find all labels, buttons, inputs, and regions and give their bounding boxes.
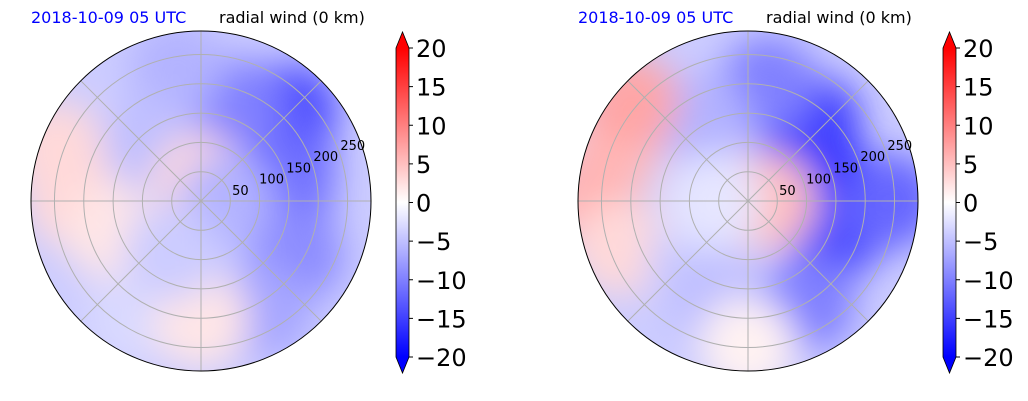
grid-spoke <box>200 200 322 322</box>
colorbar-tick-label: 20 <box>963 35 994 63</box>
colorbar-extend-min <box>396 357 409 373</box>
colorbar-tick-label: −20 <box>963 344 1014 372</box>
colorbar-tick-label: −5 <box>416 228 451 256</box>
colorbar-body <box>396 48 409 357</box>
colorbar-tick-label: 15 <box>963 74 994 102</box>
ring-label: 100 <box>259 173 284 188</box>
plot-boundary <box>577 30 919 372</box>
colorbar-tick-label: 15 <box>416 74 447 102</box>
colorbar-extend-max <box>943 32 956 48</box>
colorbar-body <box>943 48 956 357</box>
date-label-right: 2018-10-09 05 UTC <box>578 8 734 27</box>
polar-grid <box>31 31 371 371</box>
left-panel: 50 100 150 200 250 −20 −15 −10 −5 0 5 10 15 20 2018-1… <box>30 8 467 375</box>
right-panel: 50 100 150 200 250 −20 −15 −10 −5 0 5 10 15 20 2018-1… <box>547 0 1028 401</box>
ring-label: 50 <box>779 184 796 199</box>
field-blob <box>123 204 220 301</box>
colorbar-tick-label: −15 <box>963 305 1014 333</box>
chart-title-right: radial wind (0 km) <box>766 8 912 27</box>
ring-label: 250 <box>340 139 365 154</box>
colorbar-tick-label: −20 <box>416 344 467 372</box>
field-blob <box>31 100 106 197</box>
ring-label: 150 <box>833 161 858 176</box>
ring-label: 200 <box>860 150 885 165</box>
grid-spoke <box>200 80 322 202</box>
ring-label: 250 <box>887 139 912 154</box>
grid-spoke <box>80 80 202 202</box>
grid-spoke <box>80 200 202 322</box>
field-blob <box>582 54 679 151</box>
colorbar-tick-label: 20 <box>416 35 447 63</box>
plot-boundary <box>30 30 372 372</box>
colorbar-tick-label: 10 <box>416 112 447 140</box>
grid-spoke <box>627 80 749 202</box>
chart-title-left: radial wind (0 km) <box>219 8 365 27</box>
colorbar-tick-label: −5 <box>963 228 998 256</box>
ring-label: 150 <box>286 161 311 176</box>
grid-spoke <box>627 200 749 322</box>
wind-field <box>578 31 918 371</box>
colorbar: −20 −15 −10 −5 0 5 10 15 20 <box>942 30 1014 375</box>
colorbar-tick-label: −15 <box>416 305 467 333</box>
grid-spoke <box>747 80 869 202</box>
grid-spoke <box>747 200 869 322</box>
date-label-left: 2018-10-09 05 UTC <box>31 8 187 27</box>
colorbar-tick-label: 5 <box>416 151 431 179</box>
polar-grid <box>578 31 918 371</box>
colorbar-tick-label: 5 <box>963 151 978 179</box>
colorbar-tick-label: 0 <box>416 190 431 218</box>
ring-label: 50 <box>232 184 249 199</box>
field-blob <box>578 199 669 296</box>
ring-label: 200 <box>313 150 338 165</box>
colorbar-extend-min <box>943 357 956 373</box>
colorbar-tick-label: −10 <box>416 267 467 295</box>
colorbar: −20 −15 −10 −5 0 5 10 15 20 <box>395 30 467 375</box>
ring-label: 100 <box>806 173 831 188</box>
colorbar-tick-label: 10 <box>963 112 994 140</box>
colorbar-tick-label: 0 <box>963 190 978 218</box>
colorbar-extend-max <box>396 32 409 48</box>
colorbar-tick-label: −10 <box>963 267 1014 295</box>
